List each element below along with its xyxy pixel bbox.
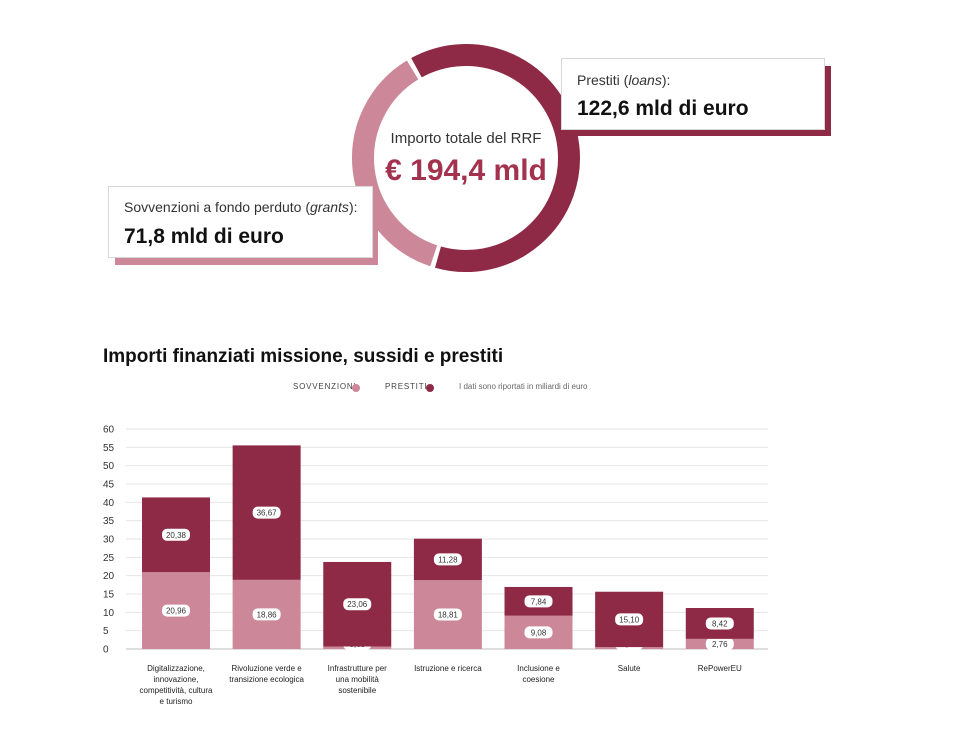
y-tick-label: 0 xyxy=(103,645,109,656)
x-tick-label: Digitalizzazione, xyxy=(147,664,205,673)
data-label: 20,96 xyxy=(166,607,187,616)
x-tick-label: Inclusione e xyxy=(517,664,560,673)
data-label: 9,08 xyxy=(531,628,547,637)
x-tick-label: Rivoluzione verde e xyxy=(231,664,302,673)
y-tick-label: 15 xyxy=(103,590,115,601)
y-tick-label: 25 xyxy=(103,553,115,564)
data-label-bg xyxy=(433,608,462,621)
data-label: 18,86 xyxy=(257,610,278,619)
data-label: 11,28 xyxy=(438,555,458,564)
y-tick-label: 40 xyxy=(103,498,115,509)
data-label-bg xyxy=(252,608,281,621)
data-label: 8,42 xyxy=(712,619,728,628)
legend-grants-swatch xyxy=(352,384,360,392)
data-label-bg xyxy=(705,637,734,650)
legend-loans-label: PRESTITI xyxy=(385,382,428,391)
data-label-bg xyxy=(343,598,372,611)
data-label: 18,81 xyxy=(438,611,459,620)
data-label: 15,10 xyxy=(619,615,640,624)
donut-center-label: Importo totale del RRF xyxy=(390,130,542,147)
y-tick-label: 50 xyxy=(103,461,115,472)
y-tick-label: 20 xyxy=(103,571,115,582)
y-tick-label: 30 xyxy=(103,535,115,546)
data-label: 20,38 xyxy=(166,531,187,540)
x-tick-label: Salute xyxy=(618,664,641,673)
legend-grants-label: SOVVENZIONI xyxy=(293,382,357,391)
data-label-bg xyxy=(162,604,190,617)
x-tick-label: e turismo xyxy=(160,697,193,706)
legend-loans-swatch xyxy=(426,384,434,392)
donut-segment-loans xyxy=(411,44,580,272)
data-label: 36,67 xyxy=(257,509,278,518)
data-label-bg xyxy=(433,553,462,566)
loans-callout: Prestiti (loans): 122,6 mld di euro xyxy=(561,58,825,130)
y-tick-label: 55 xyxy=(103,443,115,454)
y-tick-label: 45 xyxy=(103,480,115,491)
x-tick-label: sostenibile xyxy=(338,686,376,695)
x-tick-label: coesione xyxy=(522,675,555,684)
loans-callout-label: Prestiti (loans): xyxy=(577,72,671,88)
x-tick-label: transizione ecologica xyxy=(229,675,304,684)
data-label-bg xyxy=(252,506,281,519)
grants-callout-value: 71,8 mld di euro xyxy=(124,225,284,248)
x-tick-label: competitività, cultura xyxy=(140,686,213,695)
y-tick-label: 35 xyxy=(103,516,115,527)
y-tick-label: 60 xyxy=(103,425,115,436)
donut-center-value: € 194,4 mld xyxy=(385,154,547,187)
data-label-bg xyxy=(524,626,553,639)
x-tick-label: Infrastrutture per xyxy=(328,664,387,673)
data-label-bg xyxy=(705,617,734,630)
chart-title: Importi finanziati missione, sussidi e p… xyxy=(103,346,504,367)
data-label: 23,06 xyxy=(347,600,368,609)
grants-callout-label: Sovvenzioni a fondo perduto (grants): xyxy=(124,199,358,215)
x-tick-label: RePowerEU xyxy=(698,664,742,673)
loans-callout-value: 122,6 mld di euro xyxy=(577,97,749,120)
legend-unit-note: I dati sono riportati in miliardi di eur… xyxy=(459,382,588,391)
x-tick-label: innovazione, xyxy=(154,675,199,684)
rrf-donut-chart xyxy=(352,44,580,272)
data-label-bg xyxy=(162,528,190,541)
y-tick-label: 10 xyxy=(103,608,115,619)
data-label-bg xyxy=(524,595,553,608)
data-label: 2,76 xyxy=(712,640,728,649)
x-tick-label: Istruzione e ricerca xyxy=(414,664,482,673)
x-tick-label: una mobilità xyxy=(336,675,380,684)
donut-segment-grants xyxy=(352,60,438,267)
y-tick-label: 5 xyxy=(103,626,109,637)
grants-callout: Sovvenzioni a fondo perduto (grants): 71… xyxy=(108,186,373,258)
data-label-bg xyxy=(615,613,644,626)
data-label: 7,84 xyxy=(531,597,547,606)
